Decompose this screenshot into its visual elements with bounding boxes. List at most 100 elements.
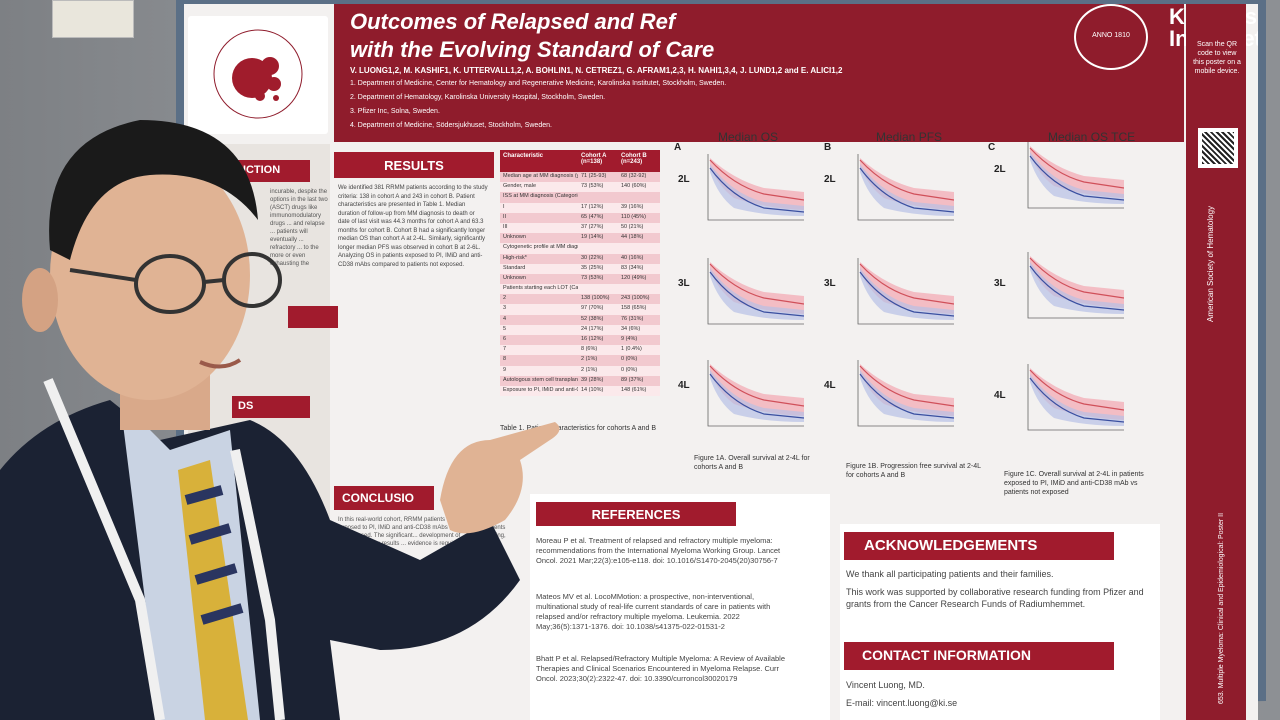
table-cell: 2 (1%) — [581, 366, 598, 373]
reference-item: Mateos MV et al. LocoMMotion: a prospect… — [536, 592, 771, 631]
right-strip: Scan the QR code to view this poster on … — [1186, 4, 1246, 720]
table-row: 3 97 (70%) 158 (65%) — [500, 304, 660, 315]
table-cell: 73 (53%) — [581, 183, 604, 190]
table-cell: Exposure to PI, IMiD and anti-CD38 mAb d… — [503, 386, 578, 393]
table-cell: 0 (0%) — [621, 366, 638, 373]
table-cell: 89 (37%) — [621, 376, 644, 383]
table-cell: 50 (21%) — [621, 223, 644, 230]
table-cell: 73 (53%) — [581, 274, 604, 281]
table-row: 4 52 (38%) 76 (31%) — [500, 314, 660, 325]
table-row: Standard 35 (25%) 83 (34%) — [500, 263, 660, 274]
table-header: Characteristic Cohort A (n=138) Cohort B… — [500, 150, 660, 172]
table-row: Autologous stem cell transplant at front… — [500, 375, 660, 386]
table-row: High-risk* 30 (22%) 40 (16%) — [500, 253, 660, 264]
contact-header: CONTACT INFORMATION — [844, 642, 1114, 670]
table-cell: 39 (16%) — [621, 203, 644, 210]
poster-header: Outcomes of Relapsed and Ref with the Ev… — [334, 4, 1258, 142]
figure-1a-caption: Figure 1A. Overall survival at 2-4L for … — [694, 455, 810, 471]
table-header-cell: Cohort A (n=138) — [581, 153, 607, 165]
row-label-3l: 3L — [994, 278, 1006, 289]
table-cell: 0 (0%) — [621, 356, 638, 363]
table-cell: 52 (38%) — [581, 315, 604, 322]
km-curve-panel — [857, 360, 954, 427]
acknowledgement-text: This work was supported by collaborative… — [846, 587, 1144, 609]
acknowledgements-panel: ACKNOWLEDGEMENTS We thank all participat… — [840, 524, 1160, 720]
ash-logo — [188, 16, 328, 134]
affiliation-1: 1. Department of Medicine, Center for He… — [350, 80, 727, 87]
table-cell: 17 (12%) — [581, 203, 604, 210]
authors: V. LUONG1,2, M. KASHIF1, K. UTTERVALL1,2… — [350, 66, 843, 75]
figure-1c-caption: Figure 1C. Overall survival at 2-4L in p… — [1004, 471, 1144, 496]
survival-charts: A Median OS B Median PFS C Median OS TCE… — [668, 124, 1168, 544]
contact-name: Vincent Luong, MD. — [846, 680, 925, 690]
km-curve-panel — [1027, 252, 1124, 319]
figure-1b-caption: Figure 1B. Progression free survival at … — [846, 463, 981, 479]
km-curve-panel — [1027, 142, 1124, 209]
table-cell: 16 (12%) — [581, 336, 604, 342]
table-caption: Table 1. Patient characteristics for coh… — [500, 425, 657, 432]
table-row: 6 16 (12%) 9 (4%) — [500, 335, 660, 346]
table-row: 9 2 (1%) 0 (0%) — [500, 365, 660, 376]
table-row: III 37 (27%) 50 (21%) — [500, 222, 660, 234]
table-row: Patients starting each LOT (Categorical,… — [500, 284, 660, 295]
table-cell: 140 (60%) — [621, 183, 647, 190]
acknowledgement-text: We thank all participating patients and … — [846, 569, 1054, 579]
category-vertical-text: 653. Multiple Myeloma: Clinical and Epid… — [1218, 512, 1225, 704]
table-cell: 3 — [503, 305, 507, 312]
table-cell: 110 (45%) — [621, 213, 646, 220]
table-cell: 2 — [503, 295, 507, 302]
table-row: ISS at MM diagnosis (Categorical, %) — [500, 192, 660, 203]
results-text: We identified 381 RRMM patients accordin… — [338, 185, 488, 268]
table-cell: 97 (70%) — [581, 305, 604, 312]
km-curve-panel — [707, 258, 804, 325]
table-cell: Patients starting each LOT (Categorical,… — [503, 285, 578, 292]
row-label-2l: 2L — [824, 174, 836, 185]
row-label-3l: 3L — [678, 278, 690, 289]
row-label-4l: 4L — [678, 380, 690, 391]
reference-item: Bhatt P et al. Relapsed/Refractory Multi… — [536, 654, 786, 683]
table-cell: 30 (22%) — [581, 254, 604, 261]
table-cell: 7 — [503, 346, 507, 353]
table-cell: 2 (1%) — [581, 356, 598, 363]
table-cell — [618, 192, 660, 202]
row-label-4l: 4L — [994, 390, 1006, 401]
table-row: Unknown 73 (53%) 120 (49%) — [500, 273, 660, 285]
results-header: RESULTS — [334, 152, 494, 178]
title-line-1: Outcomes of Relapsed and Ref — [350, 9, 676, 34]
qr-code-icon — [1198, 128, 1238, 168]
table-cell: 138 (100%) — [581, 295, 610, 302]
table-row: II 65 (47%) 110 (45%) — [500, 212, 660, 223]
table-header-cell: Characteristic — [503, 153, 544, 159]
wall-note — [52, 0, 134, 38]
table-cell: 14 (10%) — [581, 386, 604, 393]
table-row: 7 8 (6%) 1 (0.4%) — [500, 345, 660, 356]
km-curve-panel — [1027, 364, 1124, 431]
km-curve-panel — [857, 258, 954, 325]
poster: UCTION incurable, despite the options in… — [184, 4, 1258, 720]
table-cell: 148 (61%) — [621, 386, 647, 393]
table-cell: Autologous stem cell transplant at front… — [503, 376, 578, 383]
introduction-text: incurable, despite the options in the la… — [270, 189, 328, 267]
affiliation-2: 2. Department of Hematology, Karolinska … — [350, 94, 606, 101]
table-cell: 1 (0.4%) — [621, 346, 642, 353]
table-cell: III — [503, 223, 508, 230]
ash-logo-graphic — [213, 29, 303, 119]
introduction-header: UCTION — [232, 160, 310, 182]
acknowledgements-header: ACKNOWLEDGEMENTS — [844, 532, 1114, 560]
table-row: Exposure to PI, IMiD and anti-CD38 mAb d… — [500, 385, 660, 397]
references-header: REFERENCES — [536, 502, 736, 526]
table-row: Gender, male 73 (53%) 140 (60%) — [500, 182, 660, 193]
km-curve-panel — [707, 360, 804, 427]
reference-item: Moreau P et al. Treatment of relapsed an… — [536, 536, 781, 565]
table-cell: 71 (25-93) — [581, 173, 607, 179]
table-row: Unknown 19 (14%) 44 (18%) — [500, 233, 660, 244]
table-cell: 9 (4%) — [621, 336, 638, 342]
affiliation-4: 4. Department of Medicine, Södersjukhuse… — [350, 122, 552, 129]
table-row: Median age at MM diagnosis (y, range)71 … — [500, 172, 660, 183]
table-cell: 8 (6%) — [581, 346, 598, 353]
table-cell: 6 — [503, 336, 507, 342]
poster-title: Outcomes of Relapsed and Ref with the Ev… — [350, 8, 714, 64]
table-cell: 120 (49%) — [621, 274, 647, 281]
table-cell: 44 (18%) — [621, 234, 644, 241]
table-cell: 68 (32-92) — [621, 173, 647, 179]
